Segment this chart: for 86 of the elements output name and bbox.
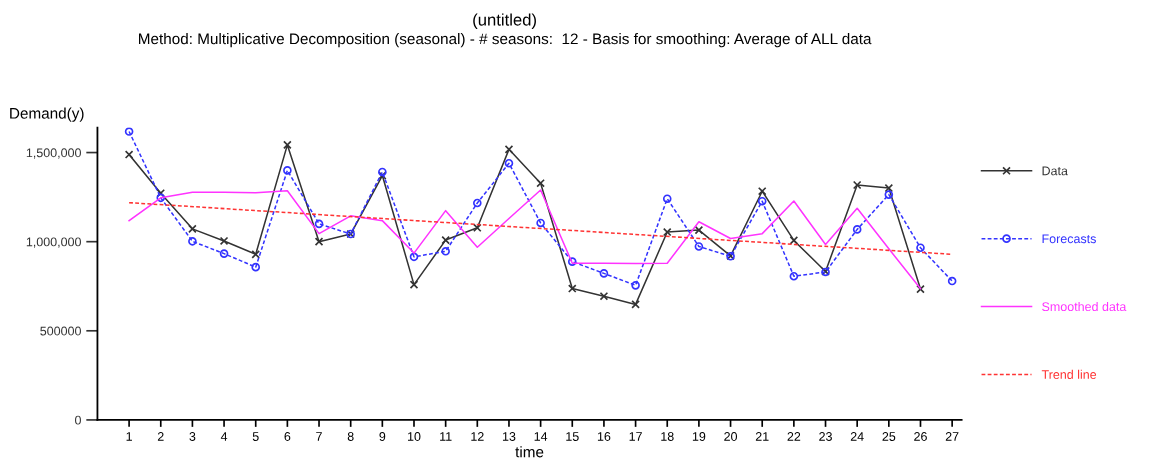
x-axis-title: time <box>515 446 544 458</box>
point <box>219 236 229 246</box>
point <box>441 246 450 256</box>
point <box>599 269 609 278</box>
x-tick-label: 24 <box>850 432 864 441</box>
y-axis-title: Demand(y) <box>10 107 84 122</box>
x-tick-label: 10 <box>408 432 421 441</box>
point <box>441 235 450 245</box>
x-tick-label: 25 <box>882 432 896 441</box>
point <box>631 300 640 309</box>
x-tick-label: 15 <box>566 432 579 441</box>
x-tick-label: 11 <box>440 432 452 441</box>
point <box>567 257 577 266</box>
x-tick-label: 3 <box>189 432 196 441</box>
point <box>884 183 894 193</box>
x-tick-label: 12 <box>471 432 484 441</box>
point <box>188 224 197 234</box>
point <box>757 186 767 196</box>
y-tick-label: 1,500,000 <box>26 148 81 159</box>
point <box>251 262 261 272</box>
point <box>124 150 134 159</box>
point <box>757 196 767 206</box>
point <box>251 250 261 259</box>
point <box>124 127 134 136</box>
y-tick-label: 1,000,000 <box>26 237 81 248</box>
x-tick-label: 20 <box>724 432 738 441</box>
x-tick-label: 8 <box>347 432 354 441</box>
point <box>662 194 672 204</box>
point <box>567 284 577 293</box>
point <box>536 218 545 228</box>
point <box>409 280 419 289</box>
point <box>378 167 387 177</box>
point <box>314 237 324 246</box>
x-tick-label: 9 <box>379 432 386 441</box>
point <box>789 271 799 281</box>
x-tick-label: 26 <box>914 432 927 441</box>
point <box>409 252 419 262</box>
x-tick-label: 13 <box>502 432 516 441</box>
point <box>219 249 229 258</box>
x-tick-label: 22 <box>787 432 801 441</box>
point <box>789 236 799 245</box>
point <box>504 158 514 168</box>
point <box>852 180 862 190</box>
point <box>694 225 704 235</box>
point <box>599 291 609 301</box>
point <box>188 237 197 246</box>
point <box>852 225 862 234</box>
point <box>662 227 672 237</box>
x-tick-label: 14 <box>534 432 548 441</box>
legend-label: Smoothed data <box>1042 301 1127 312</box>
point <box>314 219 324 229</box>
chart-subtitle: Method: Multiplicative Decomposition (seasonal) - # seasons: 12 - Basis for smoothing: Average of ALL data <box>139 33 872 48</box>
point <box>504 145 514 154</box>
x-tick-label: 4 <box>220 432 228 441</box>
point <box>283 140 292 150</box>
point <box>156 193 166 203</box>
point <box>378 171 387 180</box>
point <box>916 243 925 253</box>
line-series <box>128 189 922 290</box>
point <box>631 281 640 290</box>
chart-title: (untitled) <box>473 13 536 29</box>
legend-label: Forecasts <box>1042 234 1096 244</box>
point <box>473 198 482 208</box>
point <box>947 276 957 286</box>
x-tick-label: 1 <box>126 432 132 441</box>
x-tick-label: 21 <box>755 432 769 441</box>
x-tick-label: 27 <box>945 432 959 441</box>
x-tick-label: 7 <box>316 432 322 441</box>
x-tick-label: 19 <box>692 432 706 441</box>
point <box>884 190 894 199</box>
point <box>536 178 545 188</box>
point <box>473 223 482 233</box>
x-tick-label: 16 <box>597 432 611 441</box>
legend-label: Trend line <box>1041 369 1097 379</box>
y-tick-label: 500000 <box>40 326 81 336</box>
y-tick-label: 0 <box>75 415 81 425</box>
legend-label: Data <box>1042 166 1068 176</box>
x-tick-label: 18 <box>661 432 674 441</box>
x-tick-label: 6 <box>284 432 291 441</box>
x-tick-label: 23 <box>819 432 832 441</box>
point <box>694 242 704 251</box>
x-tick-label: 2 <box>157 432 164 441</box>
x-tick-label: 5 <box>252 432 259 441</box>
point <box>283 166 292 175</box>
point <box>916 284 925 294</box>
x-tick-label: 17 <box>629 432 642 441</box>
